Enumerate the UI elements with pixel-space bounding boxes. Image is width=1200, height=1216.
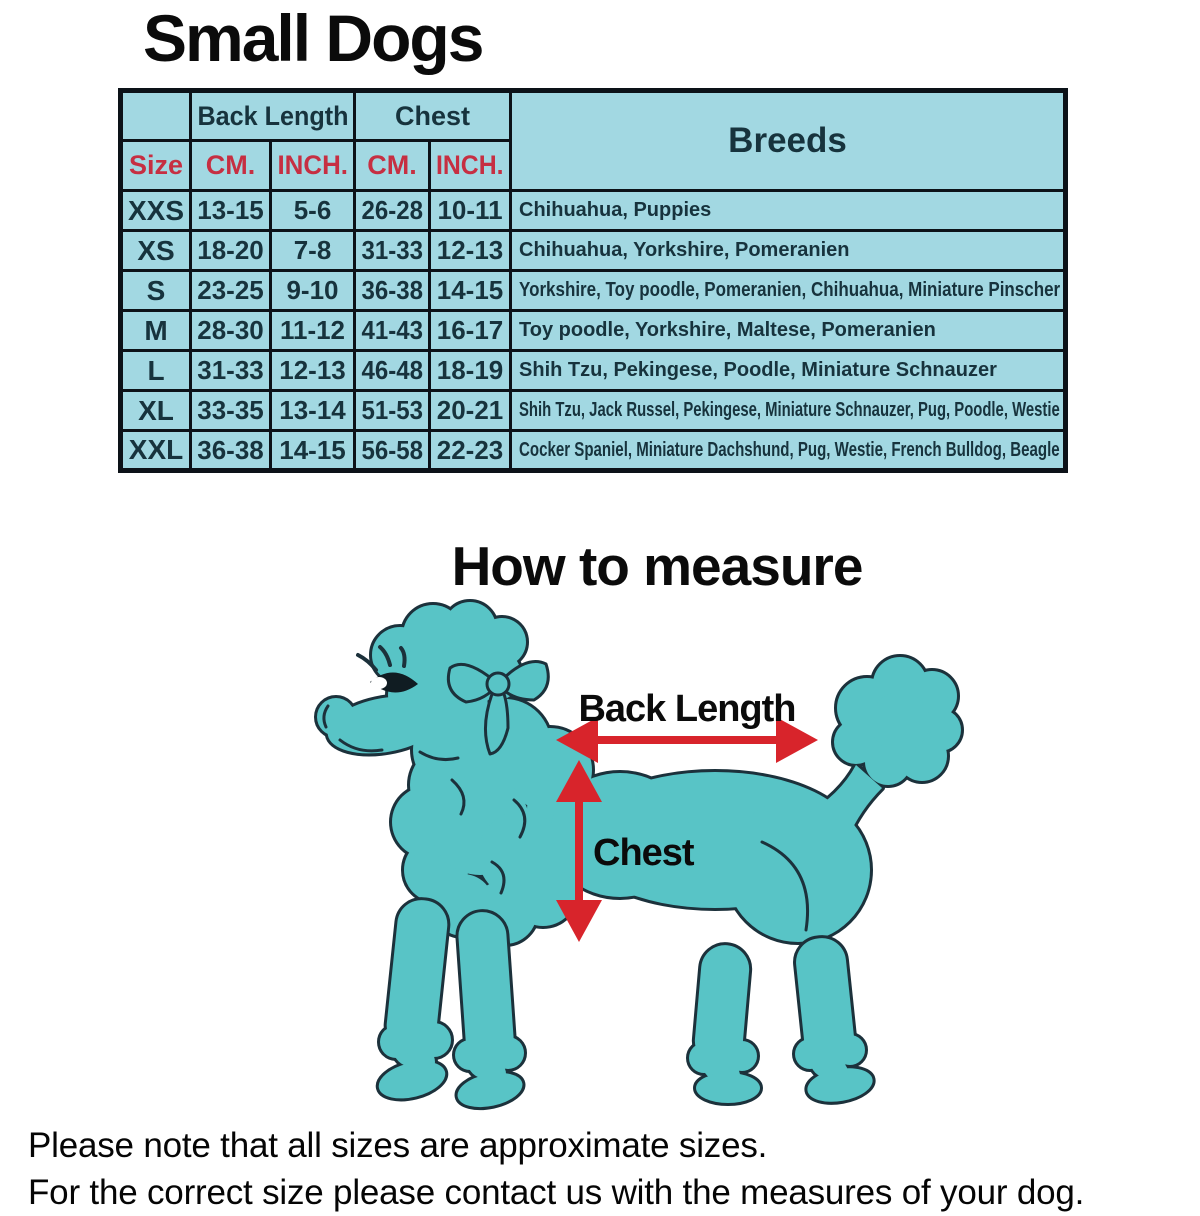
cell-chest-inch: 22-23 <box>427 429 513 472</box>
cell-chest-cm: 31-33 <box>353 229 431 272</box>
note-line-1: Please note that all sizes are approxima… <box>28 1126 768 1165</box>
back-length-label: Back Length <box>578 688 796 730</box>
header-chest: Chest <box>352 89 513 142</box>
cell-chest-cm: 26-28 <box>353 189 431 232</box>
subheader-chest-cm: CM. <box>353 139 431 192</box>
eyelashes <box>356 645 407 672</box>
cell-size: S <box>119 269 192 312</box>
subheader-size: Size <box>119 139 192 192</box>
subheader-back-cm: CM. <box>189 139 272 192</box>
page-title: Small Dogs <box>143 1 484 75</box>
cell-back-inch: 5-6 <box>269 189 356 232</box>
table-header-row-units: Size CM. INCH. CM. INCH. <box>119 139 1066 192</box>
cell-size: XS <box>119 229 192 272</box>
notes: Please note that all sizes are approxima… <box>28 1122 1084 1216</box>
size-table: Back Length Chest Breeds Size CM. INCH. … <box>118 88 1068 473</box>
table-row: XL 33-35 13-14 51-53 20-21 Shih Tzu, Jack Rus… <box>119 389 1067 432</box>
bow-icon <box>446 660 550 756</box>
chest-arrow <box>556 760 602 942</box>
chest-label: Chest <box>593 832 695 874</box>
measure-heading: How to measure <box>451 535 864 597</box>
cell-back-inch: 12-13 <box>269 349 356 392</box>
cell-chest-inch: 12-13 <box>427 229 513 272</box>
subheader-chest-inch: INCH. <box>427 139 513 192</box>
table-row: XXS 13-15 5-6 26-28 10-11 Chihuahua, Puppies <box>119 189 1067 232</box>
cell-back-inch: 14-15 <box>269 429 356 472</box>
cell-back-cm: 13-15 <box>189 189 272 232</box>
cell-chest-inch: 18-19 <box>427 349 513 392</box>
cell-back-cm: 33-35 <box>189 389 272 432</box>
cell-size: XXL <box>119 429 192 472</box>
cell-back-inch: 13-14 <box>269 389 356 432</box>
cell-back-inch: 11-12 <box>269 309 356 352</box>
header-empty-cell <box>119 89 192 142</box>
note-line-2: For the correct size please contact us w… <box>28 1173 1085 1212</box>
cell-back-inch: 7-8 <box>269 229 356 272</box>
table-row: M 28-30 11-12 41-43 16-17 Toy poodle, Yorkshi… <box>119 309 1067 352</box>
cell-size: XXS <box>119 189 192 232</box>
cell-chest-cm: 56-58 <box>353 429 431 472</box>
cell-chest-cm: 41-43 <box>353 309 431 352</box>
poodle-drawing <box>300 600 960 1100</box>
cell-chest-inch: 16-17 <box>427 309 513 352</box>
cell-breeds: Chihuahua, Puppies <box>509 189 1067 232</box>
cell-size: M <box>119 309 192 352</box>
dog-illustration: Back Length Chest <box>300 600 960 1100</box>
cell-chest-cm: 51-53 <box>353 389 431 432</box>
cell-back-cm: 31-33 <box>189 349 272 392</box>
cell-breeds: Cocker Spaniel, Miniature Dachshund, Pug… <box>509 429 1067 472</box>
cell-breeds: Shih Tzu, Jack Russel, Pekingese, Miniat… <box>509 389 1067 432</box>
cell-breeds: Toy poodle, Yorkshire, Maltese, Pomerani… <box>509 309 1067 352</box>
cell-back-cm: 23-25 <box>189 269 272 312</box>
cell-back-cm: 18-20 <box>189 229 272 272</box>
back-length-arrow <box>556 717 818 763</box>
cell-back-inch: 9-10 <box>269 269 356 312</box>
table-row: XS 18-20 7-8 31-33 12-13 Chihuahua, Yorkshire… <box>119 229 1067 272</box>
cell-breeds: Chihuahua, Yorkshire, Pomeranien <box>509 229 1067 272</box>
header-breeds: Breeds <box>509 89 1067 192</box>
cell-chest-cm: 36-38 <box>353 269 431 312</box>
table-header-row-groups: Back Length Chest Breeds <box>119 89 1067 192</box>
cell-breeds: Shih Tzu, Pekingese, Poodle, Miniature S… <box>509 349 1067 392</box>
eye-highlight <box>371 677 387 689</box>
size-table-body: XXS 13-15 5-6 26-28 10-11 Chihuahua, Puppies X… <box>119 189 1067 472</box>
cell-size: L <box>119 349 192 392</box>
cell-back-cm: 36-38 <box>189 429 272 472</box>
cell-back-cm: 28-30 <box>189 309 272 352</box>
table-row: L 31-33 12-13 46-48 18-19 Shih Tzu, Pekingese… <box>119 349 1067 392</box>
cell-chest-inch: 14-15 <box>427 269 513 312</box>
cell-chest-inch: 10-11 <box>427 189 513 232</box>
table-row: S 23-25 9-10 36-38 14-15 Yorkshire, Toy poodl… <box>119 269 1067 312</box>
poodle-body <box>317 602 961 944</box>
poodle-face-details <box>322 704 810 932</box>
header-back-length: Back Length <box>189 89 356 142</box>
cell-breeds: Yorkshire, Toy poodle, Pomeranien, Chihu… <box>509 269 1067 312</box>
cell-chest-inch: 20-21 <box>427 389 513 432</box>
table-row: XXL 36-38 14-15 56-58 22-23 Cocker Spaniel, M… <box>119 429 1067 472</box>
cell-size: XL <box>119 389 192 432</box>
cell-chest-cm: 46-48 <box>353 349 431 392</box>
subheader-back-inch: INCH. <box>269 139 356 192</box>
